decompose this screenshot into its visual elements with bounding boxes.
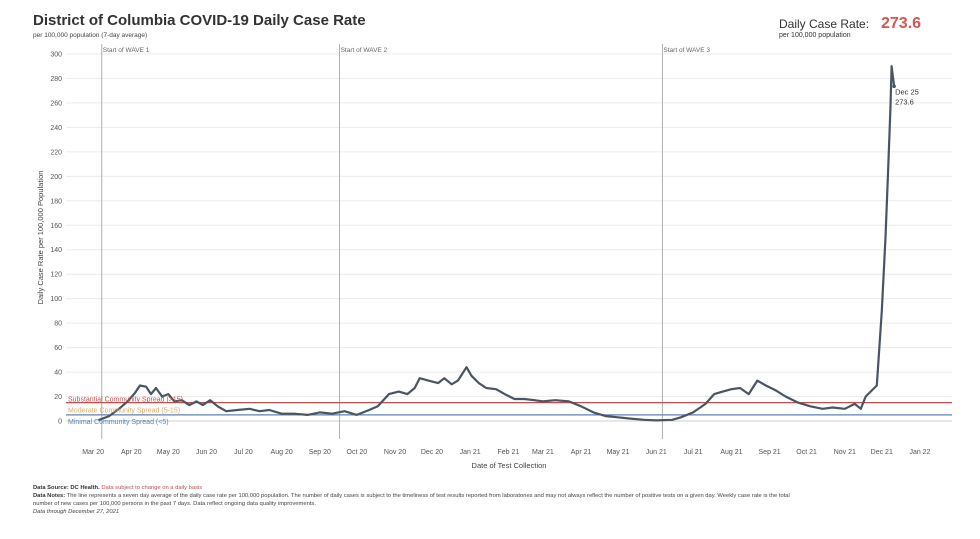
x-tick-label: Mar 21 <box>532 449 554 456</box>
wave-marker-label: Start of WAVE 2 <box>341 47 388 54</box>
x-axis-title: Date of Test Collection <box>472 461 547 470</box>
notes-label: Data Notes: <box>33 493 66 499</box>
kpi-value: 273.6 <box>881 15 922 32</box>
y-tick-label: 240 <box>50 125 62 132</box>
x-tick-label: Jul 20 <box>234 449 253 456</box>
x-tick-label: Sep 20 <box>309 449 331 456</box>
data-notes-line2: number of new cases per 100,000 persons … <box>33 501 316 507</box>
latest-value-label: 273.6 <box>895 97 914 106</box>
x-tick-label: Aug 21 <box>720 449 742 456</box>
y-tick-label: 260 <box>50 100 62 107</box>
y-tick-label: 180 <box>50 198 62 205</box>
y-tick-label: 100 <box>50 296 62 303</box>
x-tick-label: Jun 21 <box>646 449 667 456</box>
data-through-date: Data through December 27, 2021 <box>33 509 120 515</box>
x-tick-label: Dec 21 <box>871 449 893 456</box>
x-tick-label: Jan 21 <box>460 449 481 456</box>
source-label: Data Source: DC Health. <box>33 485 100 491</box>
y-tick-label: 280 <box>50 76 62 83</box>
x-tick-label: Dec 20 <box>421 449 443 456</box>
source-caveat: Data subject to change on a daily basis <box>101 485 203 491</box>
x-tick-label: May 21 <box>607 449 630 456</box>
y-tick-label: 160 <box>50 223 62 230</box>
latest-date-label: Dec 25 <box>895 87 919 96</box>
x-tick-label: Jul 21 <box>684 449 703 456</box>
x-tick-label: Aug 20 <box>271 449 293 456</box>
x-tick-label: Oct 21 <box>796 449 817 456</box>
x-tick-label: Sep 21 <box>759 449 781 456</box>
latest-point-marker <box>892 84 896 89</box>
y-tick-label: 80 <box>54 321 62 328</box>
x-tick-label: Oct 20 <box>347 449 368 456</box>
minimal-spread-label: Minimal Community Spread (<5) <box>68 419 169 426</box>
y-tick-label: 60 <box>54 345 62 352</box>
chart-subtitle: per 100,000 population (7-day average) <box>33 32 148 39</box>
notes-text-1: The line represents a seven day average … <box>66 493 790 499</box>
x-tick-label: Jun 20 <box>196 449 217 456</box>
y-tick-label: 200 <box>50 174 62 181</box>
kpi-label: Daily Case Rate: <box>779 17 870 31</box>
x-tick-label: Apr 20 <box>121 449 142 456</box>
y-tick-label: 20 <box>54 394 62 401</box>
y-tick-label: 0 <box>58 419 62 426</box>
y-tick-label: 300 <box>50 52 62 59</box>
y-tick-label: 40 <box>54 370 62 377</box>
x-tick-label: Mar 20 <box>82 449 104 456</box>
x-tick-label: Nov 21 <box>834 449 856 456</box>
moderate-spread-label: Moderate Community Spread (5-15) <box>68 408 180 415</box>
chart-title: District of Columbia COVID-19 Daily Case… <box>33 12 366 29</box>
wave-marker-label: Start of WAVE 1 <box>103 47 150 54</box>
y-tick-label: 220 <box>50 149 62 156</box>
y-tick-label: 140 <box>50 247 62 254</box>
substantial-spread-label: Substantial Community Spread (>15) <box>68 397 183 404</box>
kpi-sublabel: per 100,000 population <box>779 32 851 39</box>
x-tick-label: Nov 20 <box>384 449 406 456</box>
wave-marker-label: Start of WAVE 3 <box>663 47 710 54</box>
y-tick-label: 120 <box>50 272 62 279</box>
x-tick-label: Feb 21 <box>497 449 519 456</box>
data-source-note: Data Source: DC Health. Data subject to … <box>33 485 202 491</box>
data-notes-line1: Data Notes: The line represents a seven … <box>33 493 790 499</box>
case-rate-line <box>98 65 896 422</box>
x-tick-label: May 20 <box>157 449 180 456</box>
x-tick-label: Apr 21 <box>571 449 592 456</box>
y-axis-title: Daily Case Rate per 100,000 Population <box>36 171 45 305</box>
x-tick-label: Jan 22 <box>909 449 930 456</box>
